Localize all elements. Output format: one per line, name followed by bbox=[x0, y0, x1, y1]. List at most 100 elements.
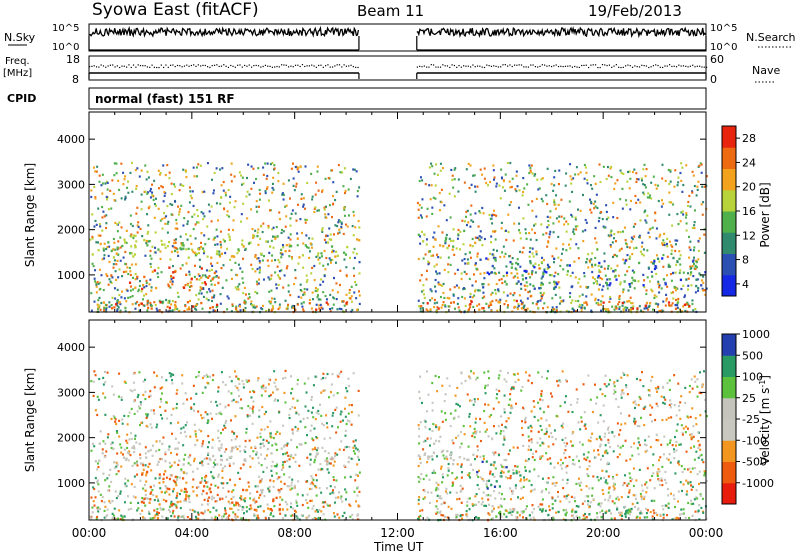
power-echo-cell bbox=[127, 272, 130, 276]
power-echo-cell bbox=[214, 243, 217, 246]
power-echo-cell bbox=[358, 239, 361, 242]
velocity-echo-cell bbox=[339, 413, 342, 416]
velocity-echo-cell bbox=[258, 415, 261, 418]
power-echo-cell bbox=[657, 280, 660, 283]
power-echo-cell bbox=[162, 200, 165, 203]
cpid-value: normal (fast) 151 RF bbox=[95, 92, 235, 106]
velocity-echo-cell bbox=[674, 472, 677, 475]
power-echo-cell bbox=[679, 254, 682, 257]
velocity-echo-cell bbox=[313, 518, 316, 521]
velocity-echo-cell bbox=[123, 414, 126, 417]
velocity-echo-cell bbox=[349, 504, 352, 508]
power-echo-cell bbox=[642, 284, 645, 287]
power-echo-cell bbox=[172, 271, 175, 274]
velocity-echo-cell bbox=[204, 411, 207, 414]
velocity-echo-cell bbox=[672, 494, 675, 497]
velocity-echo-cell bbox=[196, 439, 199, 442]
velocity-echo-cell bbox=[668, 379, 671, 382]
power-echo-cell bbox=[467, 221, 470, 224]
power-echo-cell bbox=[623, 280, 626, 283]
power-echo-cell bbox=[517, 206, 520, 209]
power-echo-cell bbox=[427, 263, 430, 266]
velocity-echo-cell bbox=[127, 508, 130, 511]
power-echo-cell bbox=[192, 305, 195, 308]
velocity-echo-cell bbox=[299, 420, 302, 423]
velocity-echo-cell bbox=[182, 402, 185, 405]
power-echo-cell bbox=[324, 205, 327, 208]
power-echo-cell bbox=[212, 192, 215, 195]
power-echo-cell bbox=[512, 276, 515, 279]
power-echo-cell bbox=[168, 177, 171, 180]
velocity-echo-cell bbox=[447, 469, 450, 472]
power-echo-cell bbox=[288, 255, 291, 258]
power-echo-cell bbox=[292, 306, 295, 310]
power-echo-cell bbox=[479, 230, 482, 233]
power-echo-cell bbox=[518, 229, 521, 232]
power-echo-cell bbox=[431, 206, 434, 209]
velocity-echo-cell bbox=[607, 441, 610, 444]
power-echo-cell bbox=[628, 257, 631, 260]
power-echo-cell bbox=[506, 294, 509, 297]
power-echo-cell bbox=[344, 189, 347, 193]
power-colorbar-swatch bbox=[722, 168, 736, 191]
power-echo-cell bbox=[667, 263, 670, 266]
power-echo-cell bbox=[635, 178, 638, 181]
velocity-echo-cell bbox=[165, 490, 168, 493]
power-echo-cell bbox=[204, 274, 207, 277]
power-echo-cell bbox=[160, 185, 163, 188]
power-echo-cell bbox=[513, 291, 516, 295]
velocity-echo-cell bbox=[102, 440, 105, 443]
velocity-echo-cell bbox=[92, 500, 95, 503]
power-echo-cell bbox=[603, 307, 606, 311]
power-echo-cell bbox=[531, 172, 534, 175]
power-echo-cell bbox=[526, 297, 529, 300]
velocity-echo-cell bbox=[541, 455, 544, 458]
power-echo-cell bbox=[562, 268, 565, 271]
power-echo-cell bbox=[271, 228, 274, 231]
power-echo-cell bbox=[230, 277, 233, 280]
velocity-echo-cell bbox=[612, 450, 615, 453]
power-echo-cell bbox=[182, 247, 185, 250]
power-echo-cell bbox=[643, 279, 646, 282]
power-echo-cell bbox=[493, 176, 496, 179]
power-echo-cell bbox=[585, 221, 588, 224]
velocity-echo-cell bbox=[189, 508, 192, 511]
power-echo-cell bbox=[418, 179, 421, 183]
power-echo-cell bbox=[239, 309, 242, 312]
velocity-echo-cell bbox=[436, 511, 439, 514]
velocity-echo-cell bbox=[561, 370, 564, 373]
power-echo-cell bbox=[164, 222, 167, 225]
velocity-echo-cell bbox=[638, 395, 641, 399]
velocity-echo-cell bbox=[649, 510, 652, 514]
power-echo-cell bbox=[329, 259, 332, 262]
velocity-echo-cell bbox=[153, 386, 156, 389]
velocity-echo-cell bbox=[238, 394, 241, 398]
power-echo-cell bbox=[334, 224, 337, 227]
power-echo-cell bbox=[100, 184, 103, 187]
power-echo-cell bbox=[462, 243, 465, 246]
power-echo-cell bbox=[609, 243, 612, 247]
power-echo-cell bbox=[491, 214, 494, 217]
velocity-echo-cell bbox=[456, 386, 459, 390]
velocity-echo-cell bbox=[629, 479, 632, 483]
power-echo-cell bbox=[653, 267, 657, 271]
power-echo-cell bbox=[672, 297, 675, 300]
velocity-echo-cell bbox=[207, 509, 210, 512]
power-echo-cell bbox=[481, 296, 484, 300]
power-echo-cell bbox=[114, 221, 117, 224]
power-echo-cell bbox=[134, 273, 137, 276]
power-echo-cell bbox=[138, 280, 141, 283]
velocity-echo-cell bbox=[424, 452, 427, 455]
velocity-echo-cell bbox=[119, 492, 122, 495]
velocity-echo-cell bbox=[348, 403, 351, 407]
velocity-echo-cell bbox=[520, 426, 523, 430]
velocity-echo-cell bbox=[636, 508, 639, 511]
nave-dot bbox=[149, 66, 151, 68]
power-echo-cell bbox=[637, 198, 640, 201]
power-colorbar-tick-label: 4 bbox=[742, 278, 749, 291]
power-echo-cell bbox=[91, 253, 94, 256]
velocity-echo-cell bbox=[170, 514, 173, 518]
power-echo-cell bbox=[137, 303, 141, 307]
power-echo-cell bbox=[529, 261, 532, 265]
power-echo-cell bbox=[627, 170, 630, 174]
